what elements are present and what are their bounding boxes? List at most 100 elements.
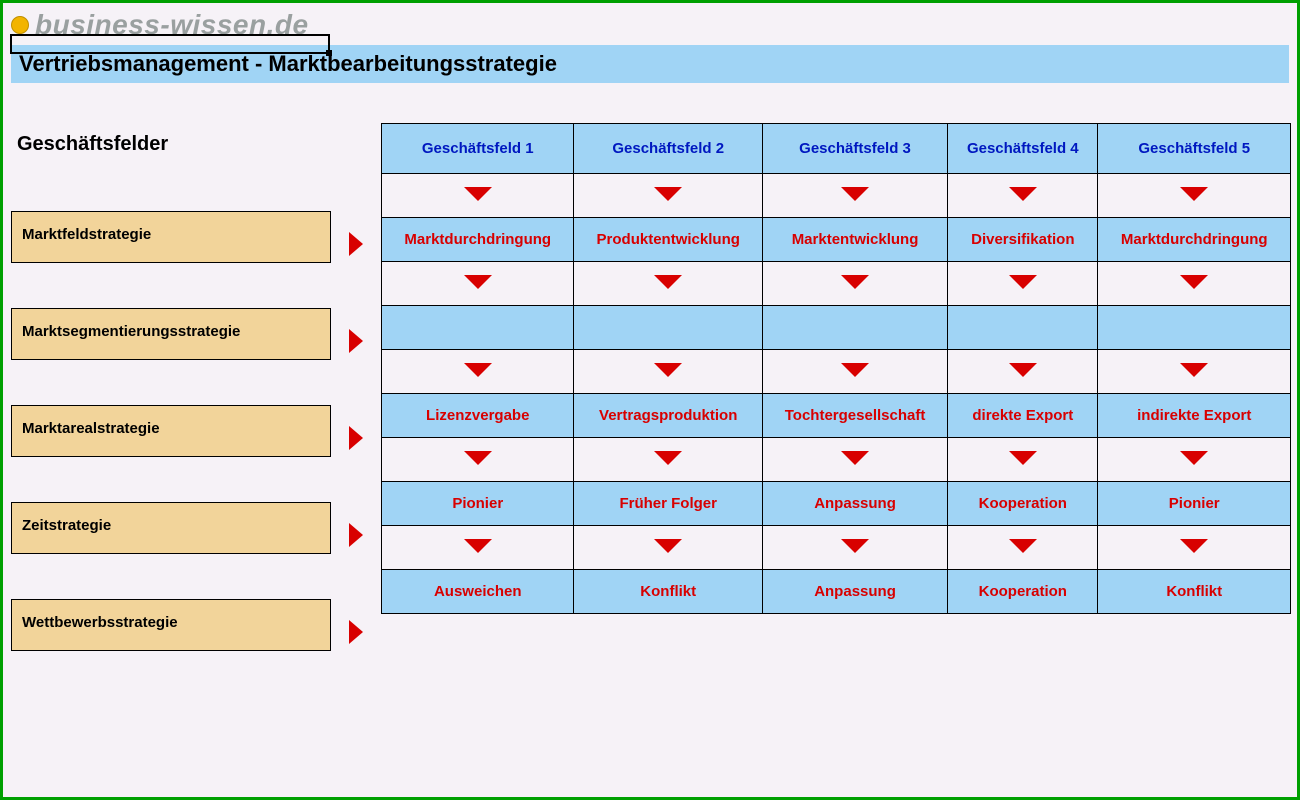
dropdown-cell[interactable] xyxy=(762,350,947,394)
arrow-cell xyxy=(349,412,363,464)
value-cell[interactable]: Pionier xyxy=(1098,482,1291,526)
row-label: Zeitstrategie xyxy=(11,502,331,554)
column-header: Geschäftsfeld 2 xyxy=(574,124,762,174)
strategy-table: Geschäftsfeld 1 Geschäftsfeld 2 Geschäft… xyxy=(381,123,1291,614)
chevron-right-icon xyxy=(349,329,363,353)
dropdown-cell[interactable] xyxy=(948,174,1098,218)
chevron-down-icon xyxy=(841,275,869,289)
dropdown-cell[interactable] xyxy=(574,350,762,394)
dropdown-cell[interactable] xyxy=(382,350,574,394)
chevron-down-icon xyxy=(841,187,869,201)
dropdown-cell[interactable] xyxy=(948,438,1098,482)
chevron-down-icon xyxy=(464,187,492,201)
table-dropdown-row xyxy=(382,350,1291,394)
chevron-down-icon xyxy=(654,539,682,553)
chevron-down-icon xyxy=(654,275,682,289)
dropdown-cell[interactable] xyxy=(1098,174,1291,218)
chevron-down-icon xyxy=(654,451,682,465)
value-cell[interactable]: Anpassung xyxy=(762,482,947,526)
value-cell[interactable]: Vertragsproduktion xyxy=(574,394,762,438)
chevron-right-icon xyxy=(349,523,363,547)
dropdown-cell[interactable] xyxy=(574,174,762,218)
spacer xyxy=(11,166,331,211)
table-dropdown-row xyxy=(382,526,1291,570)
dropdown-cell[interactable] xyxy=(574,438,762,482)
site-logo: business-wissen.de xyxy=(11,9,1289,41)
table-value-row: Marktdurchdringung Produktentwicklung Ma… xyxy=(382,218,1291,262)
row-label: Marktfeldstrategie xyxy=(11,211,331,263)
dropdown-cell[interactable] xyxy=(762,438,947,482)
value-cell[interactable]: indirekte Export xyxy=(1098,394,1291,438)
dropdown-cell[interactable] xyxy=(382,526,574,570)
chevron-down-icon xyxy=(654,187,682,201)
value-cell[interactable]: Kooperation xyxy=(948,570,1098,614)
chevron-down-icon xyxy=(1009,275,1037,289)
value-cell[interactable]: Lizenzvergabe xyxy=(382,394,574,438)
row-label: Marktsegmentierungsstrategie xyxy=(11,308,331,360)
spacer xyxy=(11,263,331,308)
page-title: Vertriebsmanagement - Marktbearbeitungss… xyxy=(11,45,1289,83)
chevron-down-icon xyxy=(841,539,869,553)
value-cell[interactable]: Ausweichen xyxy=(382,570,574,614)
dropdown-cell[interactable] xyxy=(382,262,574,306)
value-cell[interactable]: Konflikt xyxy=(574,570,762,614)
chevron-down-icon xyxy=(464,363,492,377)
value-cell[interactable]: Marktentwicklung xyxy=(762,218,947,262)
chevron-down-icon xyxy=(1180,539,1208,553)
value-cell[interactable] xyxy=(574,306,762,350)
value-cell[interactable]: Pionier xyxy=(382,482,574,526)
arrow-column xyxy=(331,123,381,658)
value-cell[interactable]: direkte Export xyxy=(948,394,1098,438)
row-label-column: Geschäftsfelder Marktfeldstrategie Markt… xyxy=(11,123,331,651)
arrow-cell xyxy=(349,509,363,561)
value-cell[interactable] xyxy=(1098,306,1291,350)
dropdown-cell[interactable] xyxy=(1098,262,1291,306)
value-cell[interactable]: Marktdurchdringung xyxy=(382,218,574,262)
dropdown-cell[interactable] xyxy=(762,526,947,570)
table-value-row: Pionier Früher Folger Anpassung Kooperat… xyxy=(382,482,1291,526)
value-cell[interactable]: Früher Folger xyxy=(574,482,762,526)
chevron-right-icon xyxy=(349,620,363,644)
chevron-down-icon xyxy=(654,363,682,377)
dropdown-cell[interactable] xyxy=(382,174,574,218)
table-value-row: Ausweichen Konflikt Anpassung Kooperatio… xyxy=(382,570,1291,614)
chevron-down-icon xyxy=(1180,187,1208,201)
dropdown-cell[interactable] xyxy=(948,262,1098,306)
chevron-down-icon xyxy=(464,451,492,465)
arrow-cell xyxy=(349,218,363,270)
value-cell[interactable]: Produktentwicklung xyxy=(574,218,762,262)
dropdown-cell[interactable] xyxy=(762,174,947,218)
value-cell[interactable] xyxy=(948,306,1098,350)
chevron-down-icon xyxy=(1180,451,1208,465)
chevron-down-icon xyxy=(841,363,869,377)
dropdown-cell[interactable] xyxy=(1098,526,1291,570)
value-cell[interactable]: Anpassung xyxy=(762,570,947,614)
spacer xyxy=(11,457,331,502)
dropdown-cell[interactable] xyxy=(574,262,762,306)
table-value-row xyxy=(382,306,1291,350)
dropdown-cell[interactable] xyxy=(1098,350,1291,394)
dropdown-cell[interactable] xyxy=(1098,438,1291,482)
value-cell[interactable]: Marktdurchdringung xyxy=(1098,218,1291,262)
value-cell[interactable]: Diversifikation xyxy=(948,218,1098,262)
value-cell[interactable]: Kooperation xyxy=(948,482,1098,526)
chevron-down-icon xyxy=(1180,275,1208,289)
value-cell[interactable]: Konflikt xyxy=(1098,570,1291,614)
logo-dot-icon xyxy=(11,16,29,34)
value-cell[interactable]: Tochtergesellschaft xyxy=(762,394,947,438)
column-header: Geschäftsfeld 1 xyxy=(382,124,574,174)
chevron-down-icon xyxy=(1009,363,1037,377)
column-header: Geschäftsfeld 3 xyxy=(762,124,947,174)
chevron-down-icon xyxy=(464,539,492,553)
value-cell[interactable] xyxy=(762,306,947,350)
arrow-cell xyxy=(349,606,363,658)
dropdown-cell[interactable] xyxy=(382,438,574,482)
value-cell[interactable] xyxy=(382,306,574,350)
dropdown-cell[interactable] xyxy=(948,350,1098,394)
dropdown-cell[interactable] xyxy=(574,526,762,570)
table-value-row: Lizenzvergabe Vertragsproduktion Tochter… xyxy=(382,394,1291,438)
dropdown-cell[interactable] xyxy=(948,526,1098,570)
chevron-down-icon xyxy=(1009,539,1037,553)
chevron-down-icon xyxy=(1009,451,1037,465)
dropdown-cell[interactable] xyxy=(762,262,947,306)
